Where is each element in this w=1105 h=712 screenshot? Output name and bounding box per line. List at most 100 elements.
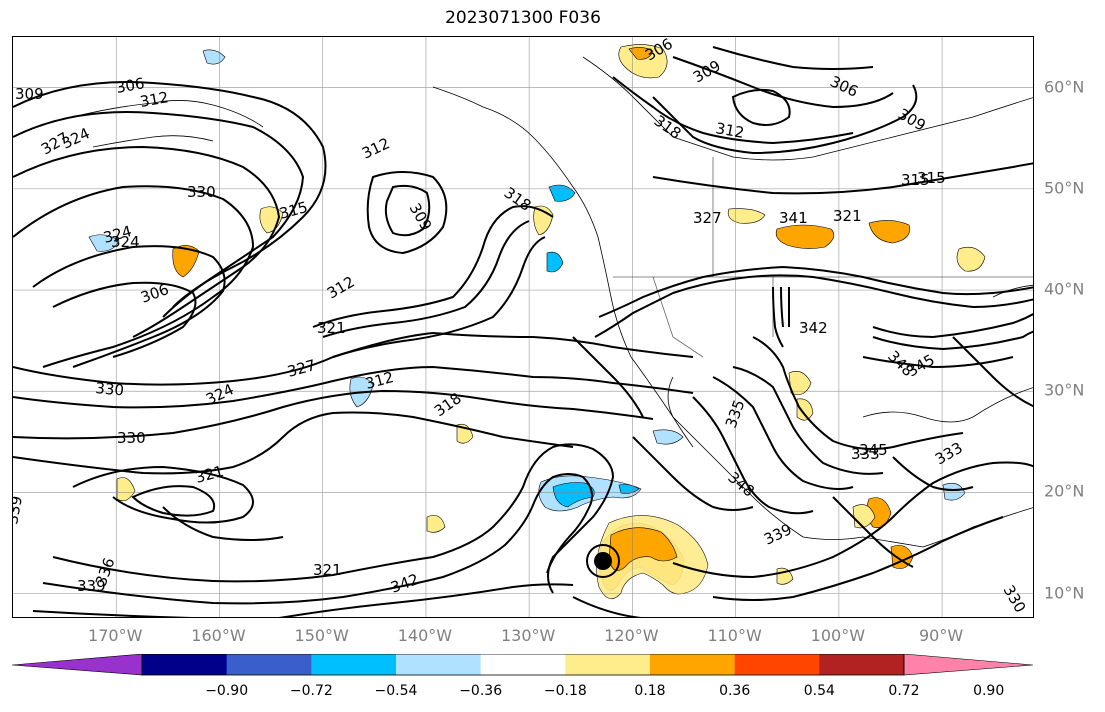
contour-label: 345 <box>859 441 888 459</box>
contour-label: 333 <box>932 439 966 469</box>
colorbar-segment <box>734 654 820 675</box>
contour-label: 312 <box>359 134 393 162</box>
contour-label: 335 <box>722 397 749 430</box>
longitude-label: 150°W <box>294 626 349 645</box>
colorbar-segment <box>565 654 651 675</box>
yellow-shading <box>618 44 668 79</box>
colorbar-segment <box>650 654 736 675</box>
colorbar-segment <box>311 654 397 675</box>
contour-label: 341 <box>779 209 808 227</box>
yellow-shading <box>116 477 136 502</box>
contour-label: 312 <box>363 368 395 393</box>
contour-label: 315 <box>917 169 946 187</box>
colorbar-segment <box>226 654 312 675</box>
colorbar-segment <box>819 654 905 675</box>
yellow-shading <box>727 208 766 224</box>
contour-label: 306 <box>115 74 146 97</box>
contour-label: 342 <box>799 319 828 337</box>
longitude-label: 130°W <box>500 626 556 645</box>
colorbar-segment <box>142 654 228 675</box>
coastlines <box>72 56 1033 548</box>
contour-label: 321 <box>193 462 225 487</box>
contour-label: 345 <box>904 351 938 381</box>
contour-label: 309 <box>406 200 436 234</box>
contour-label: 327 <box>693 209 722 227</box>
latitude-label: 50°N <box>1044 178 1085 198</box>
colorbar-tick-label: 0.72 <box>888 683 920 699</box>
plot-title: 2023071300 F036 <box>445 8 601 28</box>
graticule <box>13 37 1033 617</box>
colorbar-segment <box>480 654 566 675</box>
contour-label: 333 <box>851 445 880 463</box>
contour-label: 315 <box>901 171 930 189</box>
contour-label: 339 <box>761 520 795 548</box>
blue-shading <box>88 234 120 252</box>
colorbar-tick-label: −0.54 <box>374 683 418 699</box>
colorbar-extend-max <box>903 654 1034 676</box>
yellow-shading <box>788 371 812 395</box>
latitude-label: 10°N <box>1044 583 1085 603</box>
longitude-label: 100°W <box>810 626 866 645</box>
contour-label: 330 <box>117 429 146 447</box>
contour-label: 309 <box>15 85 44 103</box>
longitude-label: 170°W <box>88 626 143 645</box>
blue-shading <box>652 429 684 445</box>
longitude-label: 120°W <box>604 626 659 645</box>
colorbar-tick-label: 0.36 <box>719 683 751 699</box>
blue-shading <box>942 482 966 501</box>
longitude-label: 140°W <box>397 626 453 645</box>
orange-shading <box>172 245 200 278</box>
latitude-label: 20°N <box>1044 481 1085 501</box>
orange-shading <box>868 220 910 244</box>
contour-label: 342 <box>388 570 421 597</box>
contour-label: 312 <box>714 119 745 142</box>
yellow-shading <box>426 515 446 533</box>
contour-label: 339 <box>13 494 26 525</box>
contour-label: 330 <box>187 183 216 201</box>
contour-label: 324 <box>203 380 237 408</box>
contour-label: 330 <box>1000 582 1030 616</box>
contour-label: 312 <box>139 88 170 111</box>
hurricane-center-marker <box>594 552 612 570</box>
colorbar-tick-label: 0.90 <box>973 683 1005 699</box>
latitude-label: 30°N <box>1044 380 1085 400</box>
height-contours <box>13 46 1033 617</box>
colorbar-tick-label: −0.90 <box>205 683 249 699</box>
yellow-shading <box>956 246 986 272</box>
contour-label: 309 <box>895 105 929 135</box>
contour-label: 327 <box>285 356 317 381</box>
map-canvas: 3063123093243273303243243063153123093183… <box>13 37 1033 617</box>
colorbar-tick-label: −0.18 <box>543 683 587 699</box>
contour-label: 330 <box>95 379 125 399</box>
yellow-shading <box>796 398 814 421</box>
orange-shading <box>628 47 654 60</box>
latitude-label: 40°N <box>1044 279 1085 299</box>
blue-shading <box>546 251 564 273</box>
orange-shading <box>775 224 835 249</box>
yellow-shading <box>259 206 284 234</box>
latitude-label: 60°N <box>1044 77 1085 97</box>
colorbar-tick-label: 0.54 <box>803 683 835 699</box>
longitude-label: 110°W <box>707 626 762 645</box>
contour-label: 315 <box>277 198 309 223</box>
orange-shading <box>608 527 678 571</box>
longitude-label: 90°W <box>918 626 964 645</box>
contour-label: 318 <box>651 112 685 143</box>
contour-label: 321 <box>317 319 346 337</box>
contour-label: 306 <box>138 280 171 307</box>
longitude-label: 160°W <box>191 626 246 645</box>
colorbar-tick-label: −0.72 <box>289 683 333 699</box>
colorbar-extend-min <box>12 654 143 676</box>
contour-label: 306 <box>827 72 861 100</box>
colorbar-tick-label: −0.36 <box>459 683 503 699</box>
contour-label: 339 <box>77 577 106 595</box>
contour-label: 309 <box>690 57 724 87</box>
contour-label: 321 <box>313 561 342 579</box>
colorbar-tick-label: 0.18 <box>634 683 666 699</box>
colorbar-segment <box>396 654 482 675</box>
hurricane-ring <box>586 544 620 578</box>
map-panel: 306 312 309 324 327 330 324 324 306 315 312 309 318 3… <box>12 36 1034 618</box>
contour-label: 324 <box>111 233 140 251</box>
blue-shading <box>548 184 576 202</box>
contour-label: 321 <box>833 207 862 225</box>
